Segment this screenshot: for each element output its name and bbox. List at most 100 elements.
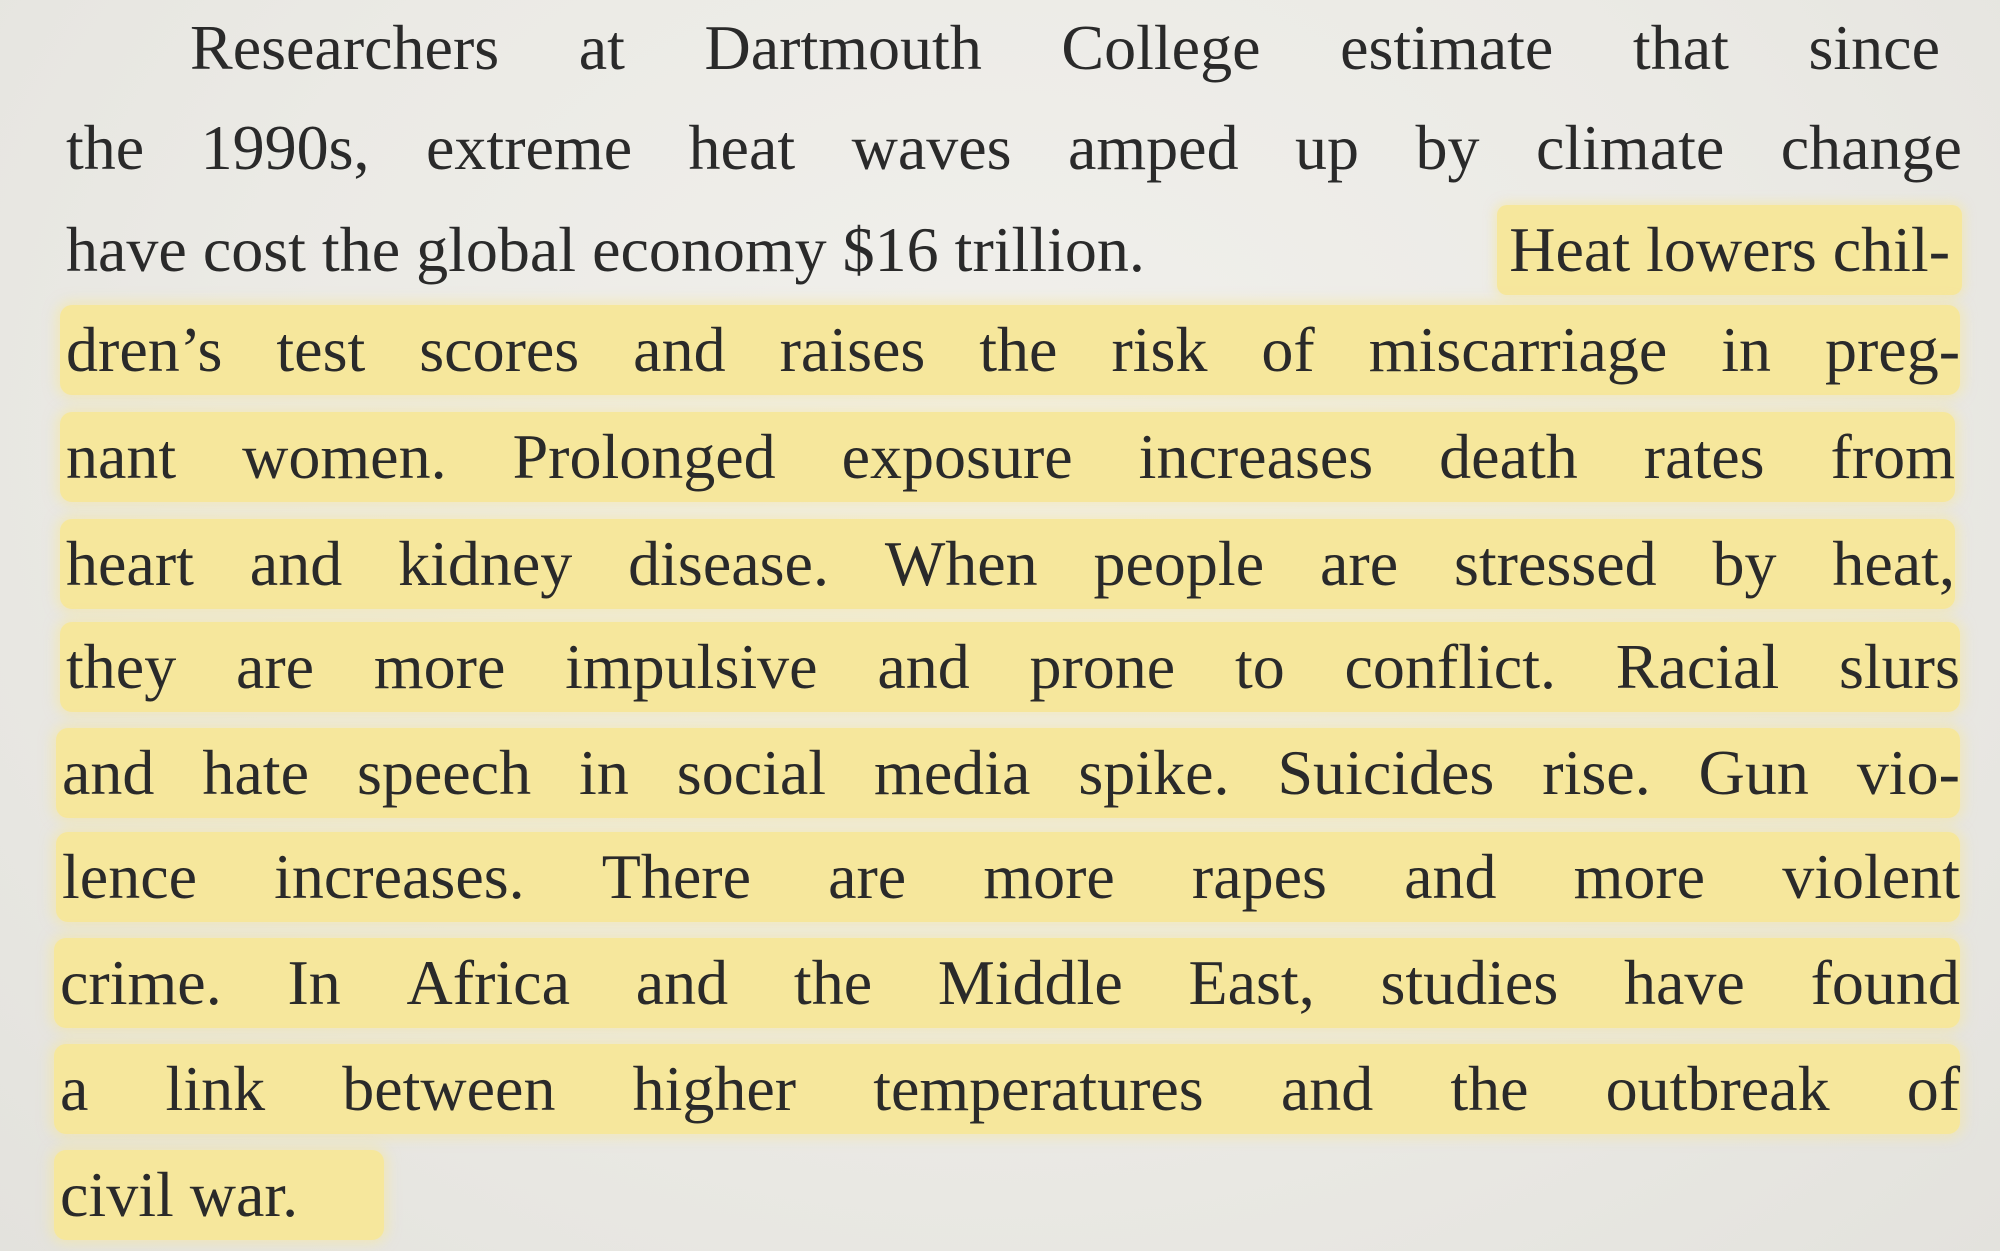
word: by	[1415, 112, 1480, 183]
word: death	[1439, 421, 1578, 492]
word: risk	[1111, 314, 1208, 385]
word: and	[249, 528, 343, 599]
word: and	[635, 947, 729, 1018]
word: stressed	[1453, 528, 1657, 599]
word: heat,	[1832, 528, 1955, 599]
word: that	[1632, 12, 1729, 83]
word: raises	[779, 314, 926, 385]
word: Dartmouth	[704, 12, 982, 83]
line-1-text: Researchers at Dartmouth College estimate tha…	[190, 3, 1940, 93]
text-line-11: a link between higher temperatures and the outb…	[54, 1044, 1960, 1134]
word: test	[276, 314, 366, 385]
word: Suicides	[1277, 737, 1495, 808]
line-10-text: crime. In Africa and the Middle East, studies ha…	[60, 938, 1960, 1028]
word: College	[1061, 12, 1261, 83]
word: vio-	[1856, 737, 1960, 808]
word: more	[983, 841, 1115, 912]
word: rates	[1643, 421, 1765, 492]
text-line-1: Researchers at Dartmouth College estimate tha…	[190, 3, 1940, 93]
word: change	[1780, 112, 1962, 183]
line-12-text: civil war.	[60, 1159, 299, 1230]
word: and	[877, 631, 970, 702]
word: and	[1280, 1053, 1374, 1124]
word: When	[884, 528, 1038, 599]
word: slurs	[1838, 631, 1960, 702]
word: are	[235, 631, 315, 702]
word: by	[1712, 528, 1777, 599]
text-line-4: dren’s test scores and raises the risk of miscar…	[60, 305, 1960, 395]
word: dren’s	[66, 314, 223, 385]
word: rapes	[1191, 841, 1327, 912]
word: In	[287, 947, 341, 1018]
line-8-text: and hate speech in social media spike. Suicides…	[62, 728, 1960, 818]
word: violent	[1782, 841, 1960, 912]
line-4-text: dren’s test scores and raises the risk of miscar…	[66, 305, 1960, 395]
line-9-text: lence increases. There are more rapes and more v…	[62, 832, 1960, 922]
word: found	[1810, 947, 1960, 1018]
word: speech	[356, 737, 532, 808]
word: studies	[1380, 947, 1559, 1018]
word: a	[60, 1053, 89, 1124]
word: waves	[851, 112, 1012, 183]
word: link	[165, 1053, 266, 1124]
word: amped	[1067, 112, 1239, 183]
word: and	[62, 737, 155, 808]
word: and	[633, 314, 726, 385]
word: Middle	[937, 947, 1123, 1018]
word: are	[828, 841, 907, 912]
text-line-10: crime. In Africa and the Middle East, studies ha…	[54, 938, 1960, 1028]
word: estimate	[1340, 12, 1554, 83]
text-line-5: nant women. Prolonged exposure increases deat…	[60, 412, 1955, 502]
word: impulsive	[565, 631, 818, 702]
word: spike.	[1078, 737, 1230, 808]
word: Prolonged	[512, 421, 776, 492]
word: of	[1906, 1053, 1960, 1124]
word: in	[1721, 314, 1771, 385]
word: preg-	[1824, 314, 1960, 385]
word: Africa	[406, 947, 570, 1018]
word: prone	[1029, 631, 1176, 702]
word: more	[1573, 841, 1706, 912]
word: disease.	[628, 528, 829, 599]
word: the	[979, 314, 1058, 385]
word: social	[676, 737, 827, 808]
word: in	[579, 737, 629, 808]
text-line-8: and hate speech in social media spike. Suicides…	[56, 728, 1960, 818]
word: There	[601, 841, 751, 912]
word: heart	[66, 528, 194, 599]
word: temperatures	[873, 1053, 1204, 1124]
word: Researchers	[190, 12, 500, 83]
text-line-3: have cost the global economy $16 trillio…	[66, 205, 1962, 295]
line-7-text: they are more impulsive and prone to conflict. R…	[66, 622, 1960, 712]
word: heat	[688, 112, 796, 183]
word: increases	[1138, 421, 1374, 492]
line-11-text: a link between higher temperatures and the outb…	[60, 1044, 1960, 1134]
word: more	[373, 631, 506, 702]
word: the	[66, 112, 145, 183]
text-line-2: the 1990s, extreme heat waves amped up by climat…	[66, 103, 1962, 193]
word: exposure	[841, 421, 1073, 492]
word: climate	[1535, 112, 1725, 183]
text-line-12: civil war.	[54, 1150, 384, 1240]
line-3-highlighted-text: Heat lowers chil-	[1497, 205, 1962, 295]
word: between	[342, 1053, 556, 1124]
word: and	[1404, 841, 1497, 912]
word: people	[1093, 528, 1265, 599]
word: media	[874, 737, 1031, 808]
word: East,	[1188, 947, 1315, 1018]
word: at	[578, 12, 625, 83]
word: the	[1450, 1053, 1529, 1124]
word: Racial	[1615, 631, 1780, 702]
word: women.	[242, 421, 447, 492]
word: nant	[66, 421, 177, 492]
line-3-plain-text: have cost the global economy $16 trillio…	[66, 214, 1145, 285]
word: have	[1624, 947, 1745, 1018]
word: of	[1261, 314, 1315, 385]
word: kidney	[398, 528, 573, 599]
word: crime.	[60, 947, 222, 1018]
word: higher	[632, 1053, 797, 1124]
line-6-text: heart and kidney disease. When people are stres…	[66, 519, 1955, 609]
word: outbreak	[1605, 1053, 1830, 1124]
word: rise.	[1542, 737, 1651, 808]
